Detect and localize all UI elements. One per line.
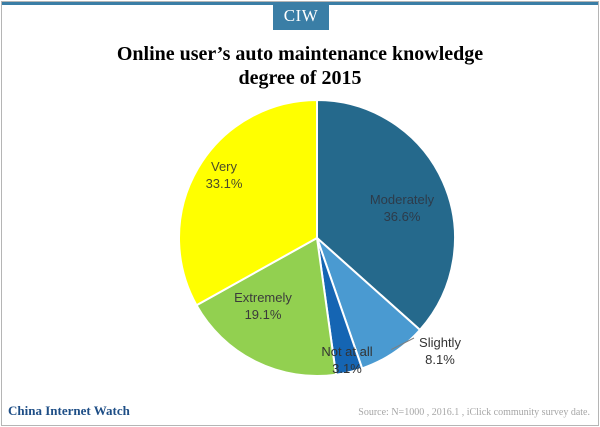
slice-label-not-at-all: Not at all 3.1% (321, 344, 372, 376)
pie-slice-extremely (195, 236, 338, 377)
slice-label-very: Very 33.1% (206, 159, 243, 191)
slice-label-extremely: Extremely 19.1% (234, 290, 292, 322)
pie-slice-very (178, 98, 318, 307)
footer-brand: China Internet Watch (8, 403, 130, 418)
chart-title: Online user’s auto maintenance knowledge… (42, 42, 558, 90)
slice-label-moderately: Moderately 36.6% (370, 192, 435, 224)
leader-line-slightly (391, 337, 415, 350)
brand-tag: CIW (273, 2, 329, 30)
chart-title-line-1: Online user’s auto maintenance knowledge (116, 43, 484, 65)
footer-source: Source: N=1000 , 2016.1 , iClick communi… (358, 407, 590, 418)
chart-title-line-2: degree of 2015 (238, 67, 362, 89)
slice-label-slightly: Slightly 8.1% (419, 335, 461, 367)
pie-slice-moderately (316, 98, 456, 332)
